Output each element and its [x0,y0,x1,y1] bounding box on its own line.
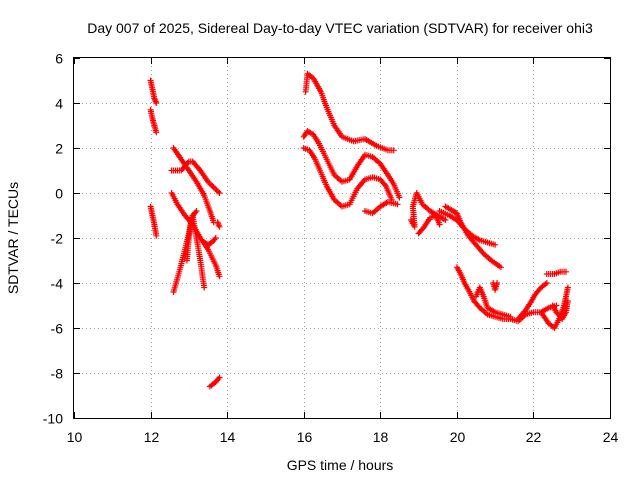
plus-marker-trace [147,77,160,106]
series-arc-e4 [515,280,550,322]
plus-marker-trace [490,280,501,293]
series-arc-b5 [183,212,196,264]
x-tick-label: 10 [67,429,83,445]
plus-marker-trace [201,235,219,248]
plus-marker-trace [214,219,223,230]
plus-marker-trace [300,145,395,210]
plus-marker-trace [206,374,223,390]
series-arc-a2 [147,106,160,136]
x-axis-title: GPS time / hours [287,457,394,473]
plus-marker-trace [170,145,217,226]
series-arc-e3 [490,280,501,293]
plus-marker-trace [189,212,208,291]
plus-marker-trace [407,190,449,230]
plus-marker-trace [168,158,223,196]
plus-marker-trace [302,70,397,154]
grid [74,58,610,418]
series-arc-d1 [407,190,449,230]
x-tick-label: 24 [603,429,619,445]
plus-marker-trace [442,203,504,271]
x-tick-label: 14 [220,429,236,445]
plus-marker-trace [473,284,514,320]
series-arc-b7 [201,235,219,248]
series-arc-c3 [300,145,395,210]
y-tick-label: -4 [51,276,64,292]
y-axis-title: SDTVAR / TECUs [5,182,21,294]
series-arc-a1 [147,77,160,106]
x-tick-label: 22 [526,429,542,445]
series-arc-e2 [473,284,514,320]
plus-marker-trace [300,128,403,201]
plot-frame [73,57,611,419]
x-tick-label: 16 [297,429,313,445]
y-tick-label: 4 [55,96,63,112]
plus-marker-trace [543,268,569,277]
plus-marker-trace [147,203,160,239]
y-tick-label: 6 [55,51,63,67]
plus-marker-trace [549,298,571,322]
x-tick-label: 20 [450,429,466,445]
y-tick-label: -2 [51,231,64,247]
series-arc-c2 [300,128,403,201]
series-arc-c4 [362,199,401,217]
x-tick-label: 18 [373,429,389,445]
y-tick-label: -6 [51,321,64,337]
series-arc-d2 [415,212,443,237]
series-arc-b1 [170,145,217,226]
series-arc-a3 [147,203,160,239]
y-tick-label: -8 [51,366,64,382]
series-arc-e7 [549,298,571,322]
y-tick-label: 0 [55,186,63,202]
series-arc-b6 [189,212,208,291]
series-arc-d3 [436,208,499,248]
x-tick-label: 12 [144,429,160,445]
plus-marker-trace [147,106,160,136]
series-arc-e5 [543,268,569,277]
series-arc-c1 [302,70,397,154]
series-arc-d4 [442,203,504,271]
series-arc-b8 [214,219,223,230]
plus-marker-trace [436,208,499,248]
data-marks [147,70,571,390]
y-tick-label: -10 [43,411,63,427]
series-arc-b9 [206,374,223,390]
chart-title: Day 007 of 2025, Sidereal Day-to-day VTE… [87,20,593,36]
plus-marker-trace [415,212,443,237]
series-arc-b2 [168,158,223,196]
plus-marker-trace [183,212,196,264]
y-tick-label: 2 [55,141,63,157]
plus-marker-trace [362,199,401,217]
plus-marker-trace [515,280,550,322]
